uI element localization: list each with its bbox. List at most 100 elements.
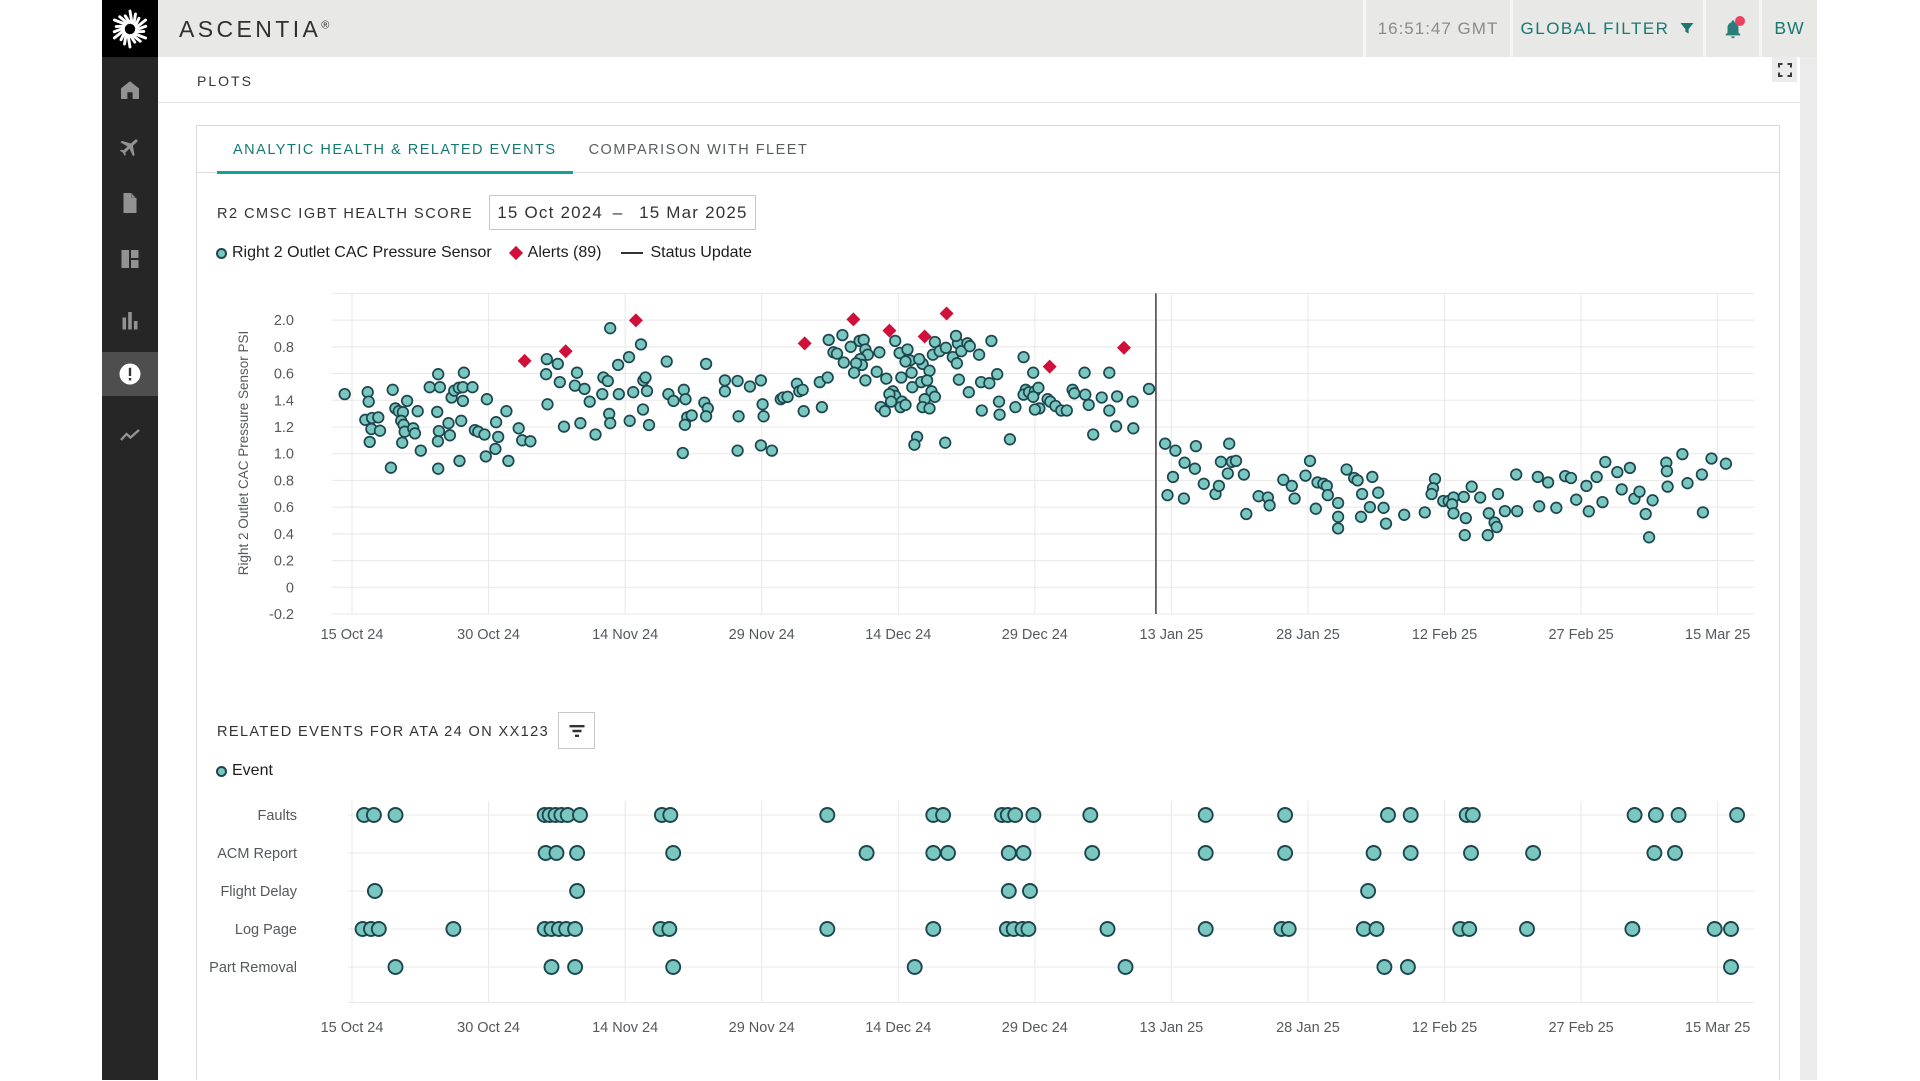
sensor-point[interactable] [512, 422, 525, 435]
sensor-point[interactable] [993, 408, 1006, 421]
sensor-point[interactable] [905, 366, 918, 379]
sensor-point[interactable] [1197, 477, 1210, 490]
sensor-point[interactable] [400, 394, 414, 408]
sensor-point[interactable] [1321, 488, 1334, 502]
event-point[interactable] [387, 959, 404, 975]
sensor-point[interactable] [1212, 479, 1226, 493]
sensor-point[interactable] [1109, 420, 1123, 433]
sidebar-item-trends[interactable] [102, 414, 158, 458]
event-point[interactable] [906, 959, 923, 975]
sensor-point[interactable] [1303, 454, 1317, 468]
event-point[interactable] [1000, 845, 1017, 861]
event-point[interactable] [925, 845, 942, 861]
event-point[interactable] [661, 921, 678, 937]
alert-point[interactable] [917, 329, 932, 344]
sensor-point[interactable] [678, 418, 692, 431]
sensor-point[interactable] [1161, 488, 1174, 502]
sensor-point[interactable] [640, 384, 654, 398]
alert-point[interactable] [628, 313, 643, 328]
sensor-point[interactable] [1705, 452, 1718, 465]
sensor-point[interactable] [432, 424, 446, 438]
sensor-point[interactable] [1490, 520, 1503, 534]
sensor-point[interactable] [1285, 479, 1298, 493]
sensor-point[interactable] [1481, 529, 1494, 542]
sensor-point[interactable] [1229, 454, 1243, 468]
sensor-point[interactable] [1458, 529, 1471, 542]
alert-point[interactable] [558, 344, 573, 359]
sensor-point[interactable] [570, 366, 584, 379]
fullscreen-button[interactable] [1772, 57, 1797, 82]
sensor-point[interactable] [622, 350, 636, 364]
sensor-point[interactable] [1110, 390, 1124, 403]
sensor-point[interactable] [732, 410, 745, 423]
sensor-point[interactable] [1028, 403, 1042, 416]
sensor-point[interactable] [950, 357, 964, 370]
sidebar-item-documents[interactable] [102, 181, 158, 225]
sensor-point[interactable] [1447, 507, 1460, 520]
sensor-point[interactable] [963, 340, 976, 353]
sensor-point[interactable] [952, 373, 966, 386]
sensor-point[interactable] [1570, 493, 1583, 506]
event-point[interactable] [366, 883, 383, 899]
sensor-point[interactable] [908, 438, 921, 451]
sensor-point[interactable] [604, 322, 617, 335]
sensor-point[interactable] [992, 395, 1006, 408]
event-point[interactable] [1365, 845, 1382, 861]
sensor-point[interactable] [1425, 487, 1438, 501]
event-point[interactable] [1025, 807, 1042, 823]
sensor-point[interactable] [660, 355, 673, 368]
sensor-point[interactable] [1642, 531, 1656, 544]
sensor-point[interactable] [1277, 473, 1290, 486]
sensor-point[interactable] [408, 427, 422, 440]
event-point[interactable] [543, 959, 560, 975]
sensor-point[interactable] [1032, 381, 1045, 394]
sensor-point[interactable] [589, 428, 602, 441]
sensor-point[interactable] [1596, 495, 1609, 509]
alert-point[interactable] [797, 336, 812, 351]
sensor-point[interactable] [1166, 470, 1180, 484]
event-point[interactable] [1280, 921, 1297, 937]
sensor-point[interactable] [1474, 491, 1487, 504]
sensor-point[interactable] [557, 420, 571, 433]
event-point[interactable] [1197, 921, 1214, 937]
brand-logo[interactable] [102, 0, 158, 57]
sensor-point[interactable] [1465, 480, 1478, 493]
sensor-point[interactable] [396, 436, 409, 449]
sensor-point[interactable] [1331, 496, 1345, 510]
sensor-point[interactable] [991, 368, 1004, 381]
sensor-point[interactable] [699, 357, 713, 371]
event-point[interactable] [1277, 845, 1294, 861]
sensor-point[interactable] [1351, 474, 1364, 487]
event-point[interactable] [1624, 921, 1641, 937]
sensor-point[interactable] [553, 375, 566, 389]
sensor-point[interactable] [411, 405, 424, 418]
sensor-point[interactable] [431, 435, 445, 448]
sensor-point[interactable] [1418, 506, 1431, 519]
sensor-point[interactable] [539, 368, 553, 381]
event-point[interactable] [1360, 883, 1377, 899]
sensor-point[interactable] [489, 442, 502, 456]
sensor-point[interactable] [928, 390, 942, 403]
sensor-point[interactable] [1331, 522, 1345, 535]
sensor-point[interactable] [1158, 437, 1172, 450]
alert-point[interactable] [882, 323, 897, 338]
event-point[interactable] [1099, 921, 1116, 937]
event-point[interactable] [445, 921, 462, 937]
event-point[interactable] [1402, 845, 1419, 861]
sensor-point[interactable] [432, 462, 445, 475]
sensor-point[interactable] [796, 383, 809, 396]
sensor-point[interactable] [1599, 455, 1612, 469]
sensor-point[interactable] [920, 374, 934, 387]
sensor-point[interactable] [859, 374, 872, 387]
sensor-point[interactable] [604, 417, 617, 430]
sensor-point[interactable] [373, 424, 387, 437]
sensor-point[interactable] [757, 410, 770, 423]
sensor-point[interactable] [1214, 455, 1228, 468]
sensor-point[interactable] [1363, 500, 1377, 514]
sidebar-item-flights[interactable] [102, 125, 158, 169]
event-point[interactable] [1464, 807, 1481, 823]
alert-point[interactable] [517, 353, 532, 368]
sensor-point[interactable] [1550, 501, 1563, 514]
sidebar-item-dashboard[interactable] [102, 237, 158, 281]
date-range-picker[interactable]: 15 Oct 2024 – 15 Mar 2025 [489, 195, 756, 230]
